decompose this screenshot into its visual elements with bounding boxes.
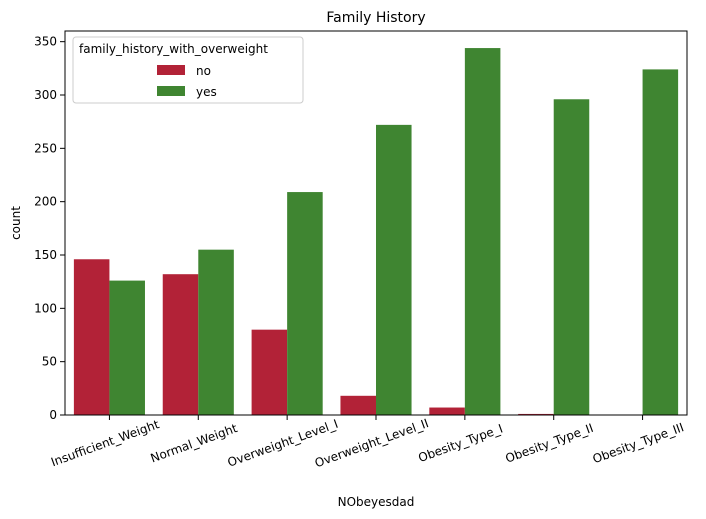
legend-swatch-yes: [157, 86, 185, 96]
y-tick-label: 50: [42, 355, 57, 369]
legend: family_history_with_overweight no yes: [72, 36, 304, 104]
bar-no-Overweight_Level_I: [251, 329, 288, 415]
y-tick-label: 0: [49, 408, 57, 422]
x-axis-label: NObeyesdad: [338, 495, 415, 509]
y-tick-label: 150: [34, 248, 57, 262]
bar-no-Overweight_Level_II: [340, 395, 376, 415]
legend-title: family_history_with_overweight: [79, 42, 268, 56]
y-axis-label: count: [9, 206, 23, 240]
bar-no-Obesity_Type_I: [429, 407, 465, 415]
y-tick-label: 300: [34, 88, 57, 102]
x-tick-label: Obesity_Type_II: [503, 421, 595, 466]
x-tick-label: Insufficient_Weight: [49, 417, 161, 469]
y-tick-label: 200: [34, 195, 57, 209]
y-tick-label: 100: [34, 301, 57, 315]
bars-layer: [73, 48, 679, 416]
y-tick-label: 350: [34, 35, 57, 49]
legend-label-no: no: [196, 64, 211, 78]
y-axis: 0 50 100 150 200 250 300 350: [34, 35, 65, 422]
bar-yes-Insufficient_Weight: [109, 280, 145, 415]
plot-frame: [64, 30, 688, 416]
bar-yes-Obesity_Type_II: [553, 99, 590, 416]
chart-title: Family History: [326, 10, 425, 26]
x-tick-label: Obesity_Type_III: [591, 420, 686, 466]
bar-no-Normal_Weight: [162, 274, 199, 415]
legend-box: [72, 36, 304, 104]
bar-yes-Overweight_Level_I: [287, 192, 323, 415]
bar-yes-Obesity_Type_III: [642, 69, 679, 416]
y-tick-label: 250: [34, 141, 57, 155]
bar-no-Obesity_Type_II: [518, 413, 554, 415]
legend-swatch-no: [157, 65, 185, 75]
bar-yes-Obesity_Type_I: [464, 48, 501, 416]
legend-label-yes: yes: [196, 85, 217, 99]
x-axis: Insufficient_WeightNormal_WeightOverweig…: [49, 415, 686, 470]
bar-yes-Overweight_Level_II: [376, 124, 412, 415]
bar-yes-Normal_Weight: [198, 249, 234, 415]
bar-no-Insufficient_Weight: [73, 259, 110, 415]
